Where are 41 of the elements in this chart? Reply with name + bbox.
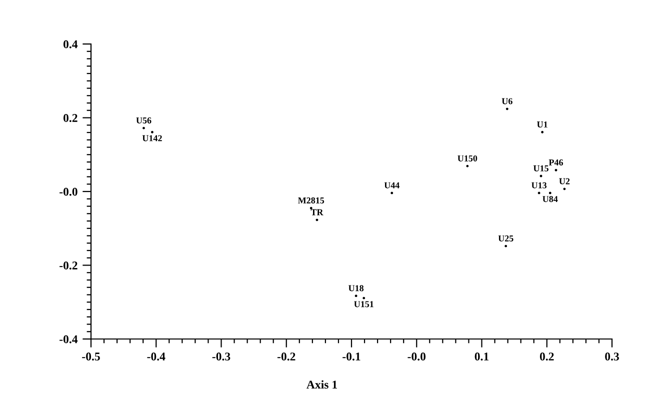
y-tick-label: -0.2 bbox=[60, 261, 78, 270]
x-tick-label: -0.4 bbox=[147, 352, 166, 361]
point bbox=[362, 296, 366, 300]
data-label: M2815 bbox=[298, 197, 324, 204]
x-tick-label: 0.2 bbox=[540, 352, 554, 361]
data-label: U142 bbox=[142, 135, 162, 142]
x-tick-label: 0.1 bbox=[474, 352, 489, 361]
point bbox=[554, 168, 558, 172]
point bbox=[354, 294, 358, 298]
point bbox=[563, 188, 566, 190]
x-tick-label: -0.1 bbox=[342, 352, 360, 361]
point bbox=[316, 218, 318, 222]
data-label: U56 bbox=[136, 117, 152, 124]
data-label: U25 bbox=[498, 235, 514, 242]
x-tick-label: -0.2 bbox=[277, 352, 296, 361]
data-label: TR bbox=[310, 209, 324, 216]
x-tick-label: -0.0 bbox=[408, 352, 426, 361]
x-axis-title: Axis 1 bbox=[306, 380, 337, 389]
data-label: U13 bbox=[532, 182, 547, 188]
point bbox=[504, 244, 508, 248]
data-label: P46 bbox=[548, 159, 563, 166]
data-label: U1 bbox=[537, 121, 548, 128]
point bbox=[390, 192, 394, 194]
point bbox=[548, 192, 552, 194]
x-tick-label: -0.3 bbox=[212, 352, 230, 361]
data-label: U151 bbox=[354, 301, 374, 308]
data-label: U2 bbox=[559, 178, 570, 184]
y-tick-label: 0.2 bbox=[64, 114, 78, 122]
y-tick-label: -0.4 bbox=[60, 335, 78, 344]
data-label: U15 bbox=[533, 165, 548, 172]
x-tick-label: 0.3 bbox=[605, 352, 619, 361]
x-tick-label: -0.5 bbox=[82, 352, 100, 361]
point bbox=[541, 130, 544, 134]
data-label: U84 bbox=[542, 196, 558, 202]
data-label: U44 bbox=[384, 182, 400, 188]
data-label: U6 bbox=[502, 98, 512, 104]
y-tick-label: -0.0 bbox=[60, 188, 78, 196]
data-label: U150 bbox=[458, 155, 478, 162]
data-label: U18 bbox=[348, 285, 364, 292]
y-tick-label: 0.4 bbox=[64, 40, 78, 48]
point bbox=[506, 108, 508, 110]
